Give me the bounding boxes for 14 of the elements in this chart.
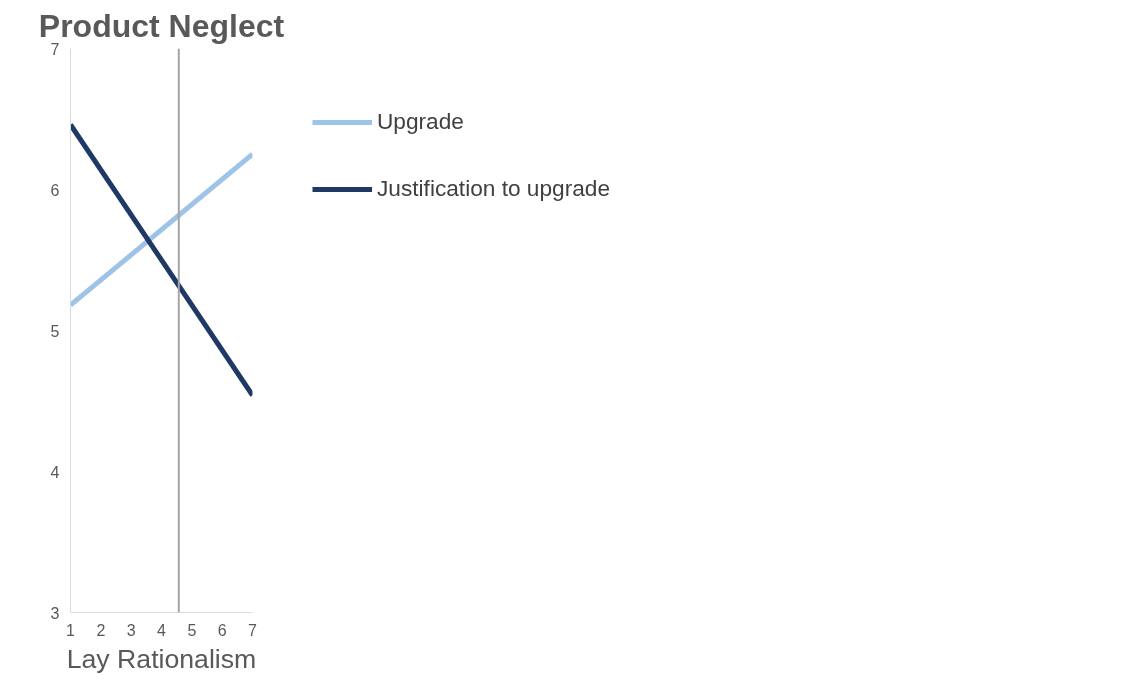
x-tick-label: 7 <box>248 621 258 639</box>
x-tick-label: 4 <box>157 621 167 639</box>
legend-label: Justification to upgrade <box>377 175 611 202</box>
y-tick-label: 4 <box>50 463 60 481</box>
y-tick-label: 3 <box>50 604 60 622</box>
legend-label: Upgrade <box>377 108 464 135</box>
y-tick-label: 6 <box>50 181 60 199</box>
y-tick-label: 5 <box>50 322 60 340</box>
x-axis-title: Lay Rationalism <box>66 643 257 674</box>
x-tick-label: 2 <box>96 621 106 639</box>
x-tick-label: 6 <box>217 621 227 639</box>
x-tick-label: 3 <box>126 621 136 639</box>
x-tick-label: 1 <box>66 621 76 639</box>
x-tick-label: 5 <box>187 621 197 639</box>
